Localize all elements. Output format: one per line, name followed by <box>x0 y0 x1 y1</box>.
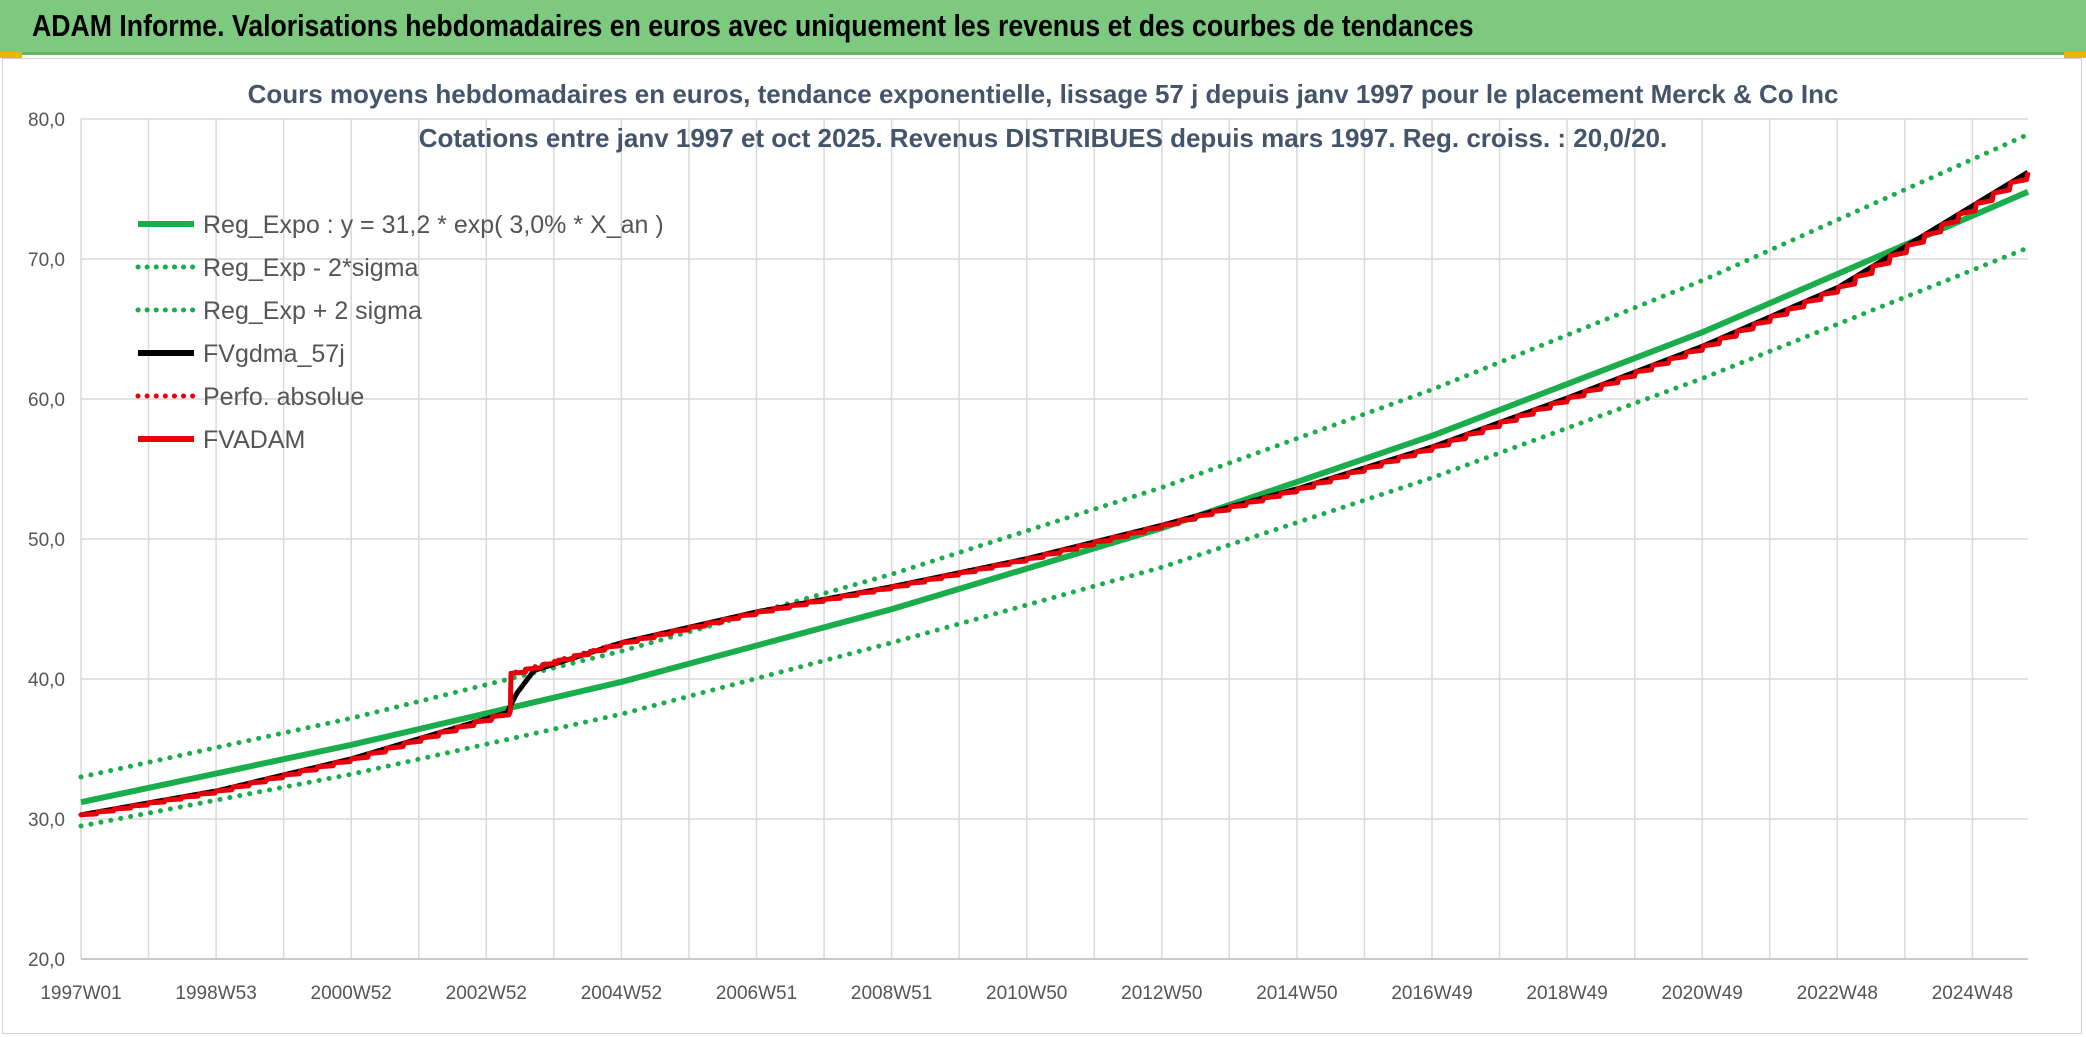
chart-title-line-1: Cours moyens hebdomadaires en euros, ten… <box>248 79 1839 109</box>
y-tick-label: 70,0 <box>28 250 65 271</box>
x-tick-label: 2010W50 <box>986 983 1067 1004</box>
y-tick-label: 20,0 <box>28 950 65 971</box>
x-tick-label: 2014W50 <box>1256 983 1337 1004</box>
x-tick-label: 2018W49 <box>1526 983 1607 1004</box>
legend-label: Reg_Exp - 2*sigma <box>203 254 418 282</box>
legend-label: FVgdma_57j <box>203 340 345 368</box>
legend-label: Reg_Expo : y = 31,2 * exp( 3,0% * X_an ) <box>203 211 664 239</box>
x-tick-label: 2016W49 <box>1391 983 1472 1004</box>
series-line-fvadam <box>80 171 2031 818</box>
series-line-reg_exp <box>78 131 2031 780</box>
series-layer <box>78 131 2031 829</box>
chart-title-line-2: Cotations entre janv 1997 et oct 2025. R… <box>419 123 1668 153</box>
legend-label: Perfo. absolue <box>203 383 364 411</box>
series-line-reg_exp <box>78 245 2031 829</box>
x-tick-label: 2020W49 <box>1662 983 1743 1004</box>
header-banner: ADAM Informe. Valorisations hebdomadaire… <box>0 0 2086 55</box>
x-tick-label: 2022W48 <box>1797 983 1878 1004</box>
grid-lines <box>80 118 2028 960</box>
axes: 20,0 30,0 40,0 50,0 60,0 70,0 80,0 1997W01 1998W… <box>28 110 2028 1004</box>
series-line-reg_expo <box>80 189 2030 806</box>
legend-label: Reg_Exp + 2 sigma <box>203 297 422 325</box>
x-tick-label: 2002W52 <box>446 983 527 1004</box>
corner-mark-right <box>2064 52 2086 58</box>
x-tick-label: 1998W53 <box>175 983 256 1004</box>
y-tick-label: 60,0 <box>28 390 65 411</box>
x-tick-label: 1997W01 <box>40 983 121 1004</box>
x-tick-label: 2000W52 <box>311 983 392 1004</box>
x-tick-label: 2024W48 <box>1932 983 2013 1004</box>
legend-label: FVADAM <box>203 426 305 454</box>
x-tick-label: 2004W52 <box>581 983 662 1004</box>
chart-area: 20,0 30,0 40,0 50,0 60,0 70,0 80,0 1997W01 1998W… <box>2 58 2082 1034</box>
chart-svg: 20,0 30,0 40,0 50,0 60,0 70,0 80,0 1997W01 1998W… <box>28 79 2031 1004</box>
x-tick-label: 2012W50 <box>1121 983 1202 1004</box>
legend: Reg_Expo : y = 31,2 * exp( 3,0% * X_an )… <box>135 211 664 454</box>
x-tick-label: 2008W51 <box>851 983 932 1004</box>
corner-mark-left <box>0 52 22 58</box>
y-tick-label: 80,0 <box>28 110 65 131</box>
x-tick-label: 2006W51 <box>716 983 797 1004</box>
y-tick-label: 50,0 <box>28 530 65 551</box>
page-title: ADAM Informe. Valorisations hebdomadaire… <box>32 8 1474 43</box>
y-tick-label: 40,0 <box>28 670 65 691</box>
y-tick-label: 30,0 <box>28 810 65 831</box>
